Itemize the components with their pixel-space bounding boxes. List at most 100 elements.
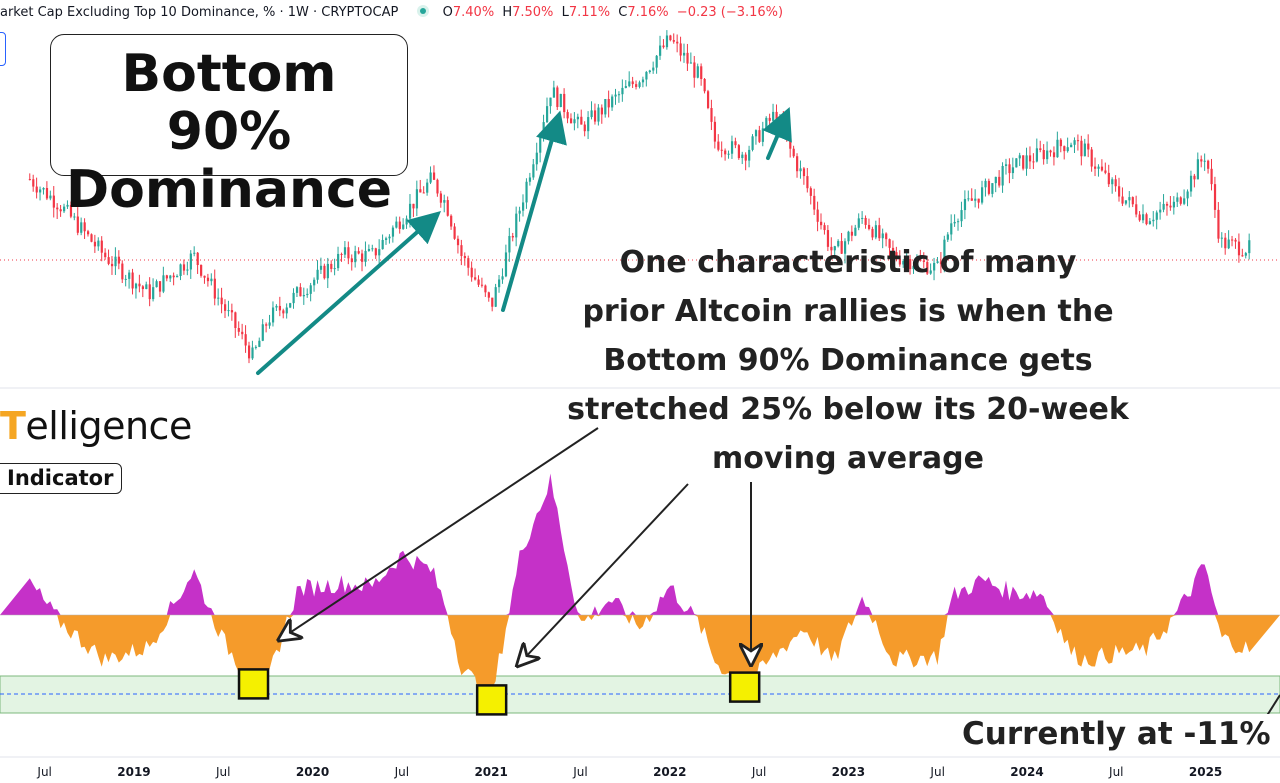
candle-body	[696, 66, 699, 78]
candle-body	[408, 203, 412, 219]
candle-body	[686, 52, 689, 64]
time-axis-tick-label: Jul	[215, 765, 230, 779]
candle-body	[460, 245, 463, 257]
candle-body	[624, 86, 627, 88]
candle-body	[1097, 166, 1100, 169]
candle-body	[501, 276, 504, 280]
candle-body	[456, 238, 460, 246]
candle-body	[117, 256, 121, 264]
candle-body	[522, 202, 525, 211]
time-axis-tick-label: Jul	[36, 765, 51, 779]
oversold-highlight-box	[237, 668, 270, 700]
candle-body	[234, 312, 237, 329]
time-axis-tick-label: 2019	[117, 765, 150, 779]
candle-body	[141, 286, 145, 290]
candle-body	[152, 287, 155, 300]
candle-body	[1165, 203, 1169, 206]
candle-body	[391, 227, 395, 237]
candle-body	[898, 259, 901, 265]
candle-body	[1145, 214, 1148, 225]
candle-body	[1100, 166, 1104, 171]
candle-body	[960, 210, 963, 222]
symbol-title: arket Cap Excluding Top 10 Dominance, % …	[0, 5, 399, 20]
candle-body	[587, 117, 590, 132]
candle-body	[539, 135, 542, 153]
candle-body	[203, 275, 206, 278]
candle-body	[843, 241, 847, 254]
candle-body	[42, 188, 45, 190]
candle-body	[943, 239, 946, 265]
candle-body	[80, 222, 83, 233]
candle-body	[933, 262, 936, 271]
candlestick-series	[28, 30, 1251, 364]
candle-body	[1213, 184, 1217, 210]
candle-body	[1172, 201, 1176, 208]
candle-body	[761, 128, 764, 142]
candle-body	[1234, 239, 1237, 242]
candle-body	[182, 264, 186, 271]
candle-body	[885, 233, 888, 240]
oscillator-negative-area	[0, 615, 1280, 702]
candle-body	[1121, 196, 1124, 204]
candle-body	[1227, 239, 1230, 249]
candle-body	[559, 93, 562, 108]
trend-arrow	[256, 211, 441, 375]
candle-body	[172, 275, 175, 278]
candle-body	[789, 138, 792, 149]
candle-body	[638, 82, 641, 87]
candle-body	[100, 240, 103, 253]
candle-body	[193, 252, 196, 254]
candle-body	[426, 182, 429, 193]
candle-body	[415, 189, 419, 209]
time-axis-tick-label: Jul	[751, 765, 766, 779]
candle-body	[319, 265, 323, 270]
candle-body	[878, 225, 881, 239]
candle-body	[206, 277, 210, 282]
candle-body	[515, 213, 518, 238]
candle-body	[713, 121, 717, 142]
candle-body	[429, 172, 432, 183]
candle-body	[792, 148, 795, 157]
candle-body	[347, 247, 350, 259]
candle-body	[614, 94, 617, 97]
candle-body	[888, 239, 891, 248]
candle-body	[97, 240, 100, 247]
candle-body	[1241, 255, 1244, 257]
candle-body	[1128, 197, 1131, 201]
candle-body	[1094, 166, 1097, 169]
trend-arrow	[501, 110, 567, 312]
candle-body	[508, 235, 511, 253]
candle-body	[333, 268, 336, 270]
highlight-boxes	[237, 668, 761, 716]
candle-body	[840, 241, 843, 254]
candle-body	[957, 221, 960, 223]
candle-body	[1220, 237, 1223, 239]
candle-body	[919, 259, 922, 261]
candle-body	[443, 200, 446, 203]
candle-body	[1004, 164, 1008, 166]
open-value: 7.40%	[452, 5, 495, 20]
candle-body	[494, 287, 497, 307]
symbol-legend[interactable]: arket Cap Excluding Top 10 Dominance, % …	[0, 4, 787, 22]
time-axis-tick-label: 2022	[653, 765, 686, 779]
candle-body	[398, 221, 401, 229]
candle-body	[134, 283, 138, 289]
candle-body	[63, 206, 66, 212]
candle-body	[491, 297, 494, 307]
time-axis-tick-label: Jul	[572, 765, 587, 779]
annotation-text: One characteristic of many prior Altcoin…	[560, 238, 1136, 483]
candle-body	[518, 210, 521, 214]
candle-body	[706, 91, 710, 109]
candle-body	[90, 234, 93, 242]
candle-body	[1107, 172, 1110, 185]
candle-body	[158, 281, 162, 292]
candle-body	[902, 261, 905, 265]
candle-body	[104, 252, 107, 258]
candle-body	[480, 284, 484, 286]
brand-text: elligence	[25, 404, 192, 448]
candle-body	[576, 116, 580, 120]
candle-body	[662, 45, 665, 48]
candle-body	[241, 331, 244, 335]
open-label: O	[442, 5, 453, 20]
